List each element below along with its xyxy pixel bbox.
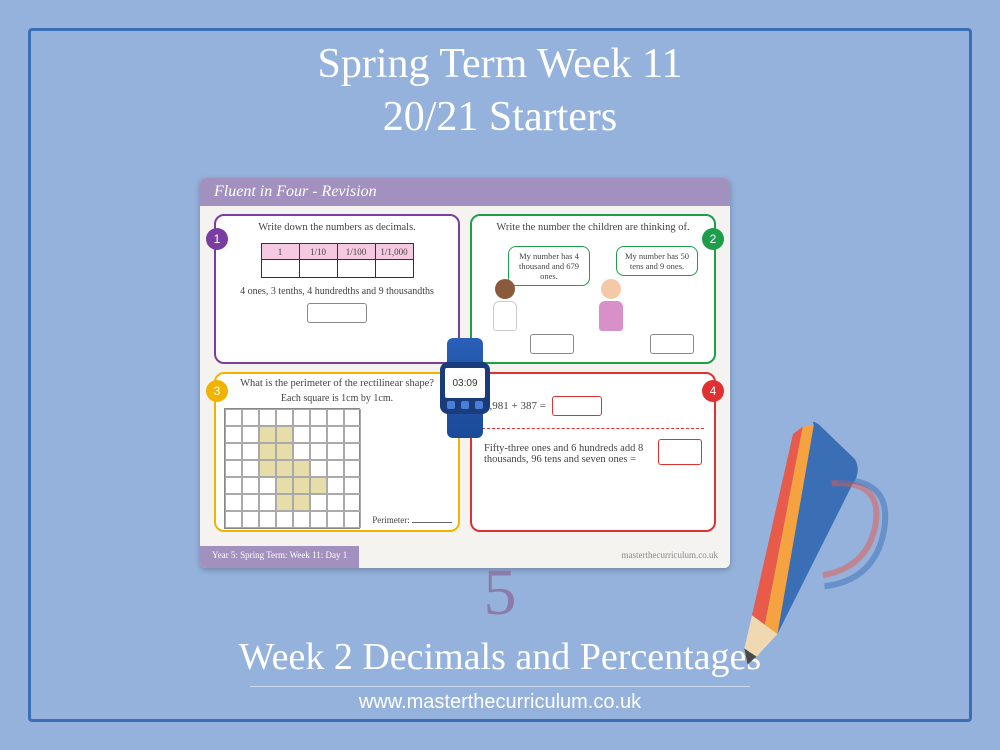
pencil-icon <box>720 420 900 680</box>
q1-number: 1 <box>206 228 228 250</box>
q4-answer-1 <box>552 396 602 416</box>
perimeter-grid <box>224 408 360 529</box>
worksheet-preview: Fluent in Four - Revision 1 Write down t… <box>200 178 730 568</box>
q4-number: 4 <box>702 380 724 402</box>
child-2-icon <box>594 279 628 334</box>
q2-answer-1 <box>530 334 574 354</box>
worksheet-body: 1 Write down the numbers as decimals. 1 … <box>200 206 730 536</box>
q2-bubble-2: My number has 50 tens and 9 ones. <box>616 246 698 276</box>
watch-time: 03:09 <box>445 368 485 398</box>
q3-number: 3 <box>206 380 228 402</box>
worksheet-header: Fluent in Four - Revision <box>200 178 730 206</box>
perimeter-label: Perimeter: <box>372 515 410 525</box>
place-value-table: 1 1/10 1/100 1/1,000 <box>261 243 414 278</box>
quadrant-3: 3 What is the perimeter of the rectiline… <box>214 372 460 532</box>
quadrant-2: 2 Write the number the children are thin… <box>470 214 716 364</box>
q3-prompt: What is the perimeter of the rectilinear… <box>216 374 458 393</box>
q4-divider <box>482 428 704 429</box>
child-1-icon <box>488 279 522 334</box>
q4-line2: Fifty-three ones and 6 hundreds add 8 th… <box>484 443 652 465</box>
quadrant-1: 1 Write down the numbers as decimals. 1 … <box>214 214 460 364</box>
q4-answer-2 <box>658 439 702 465</box>
q2-number: 2 <box>702 228 724 250</box>
smartwatch-icon: 03:09 <box>436 338 494 438</box>
q3-sub: Each square is 1cm by 1cm. <box>216 393 458 404</box>
q1-answer-box <box>307 303 367 323</box>
website-url: www.masterthecurriculum.co.uk <box>250 686 750 714</box>
q2-prompt: Write the number the children are thinki… <box>472 216 714 237</box>
q2-answer-2 <box>650 334 694 354</box>
quadrant-4: 4 4,981 + 387 = Fifty-three ones and 6 h… <box>470 372 716 532</box>
q1-text: 4 ones, 3 tenths, 4 hundredths and 9 tho… <box>216 284 458 299</box>
q1-prompt: Write down the numbers as decimals. <box>216 216 458 237</box>
